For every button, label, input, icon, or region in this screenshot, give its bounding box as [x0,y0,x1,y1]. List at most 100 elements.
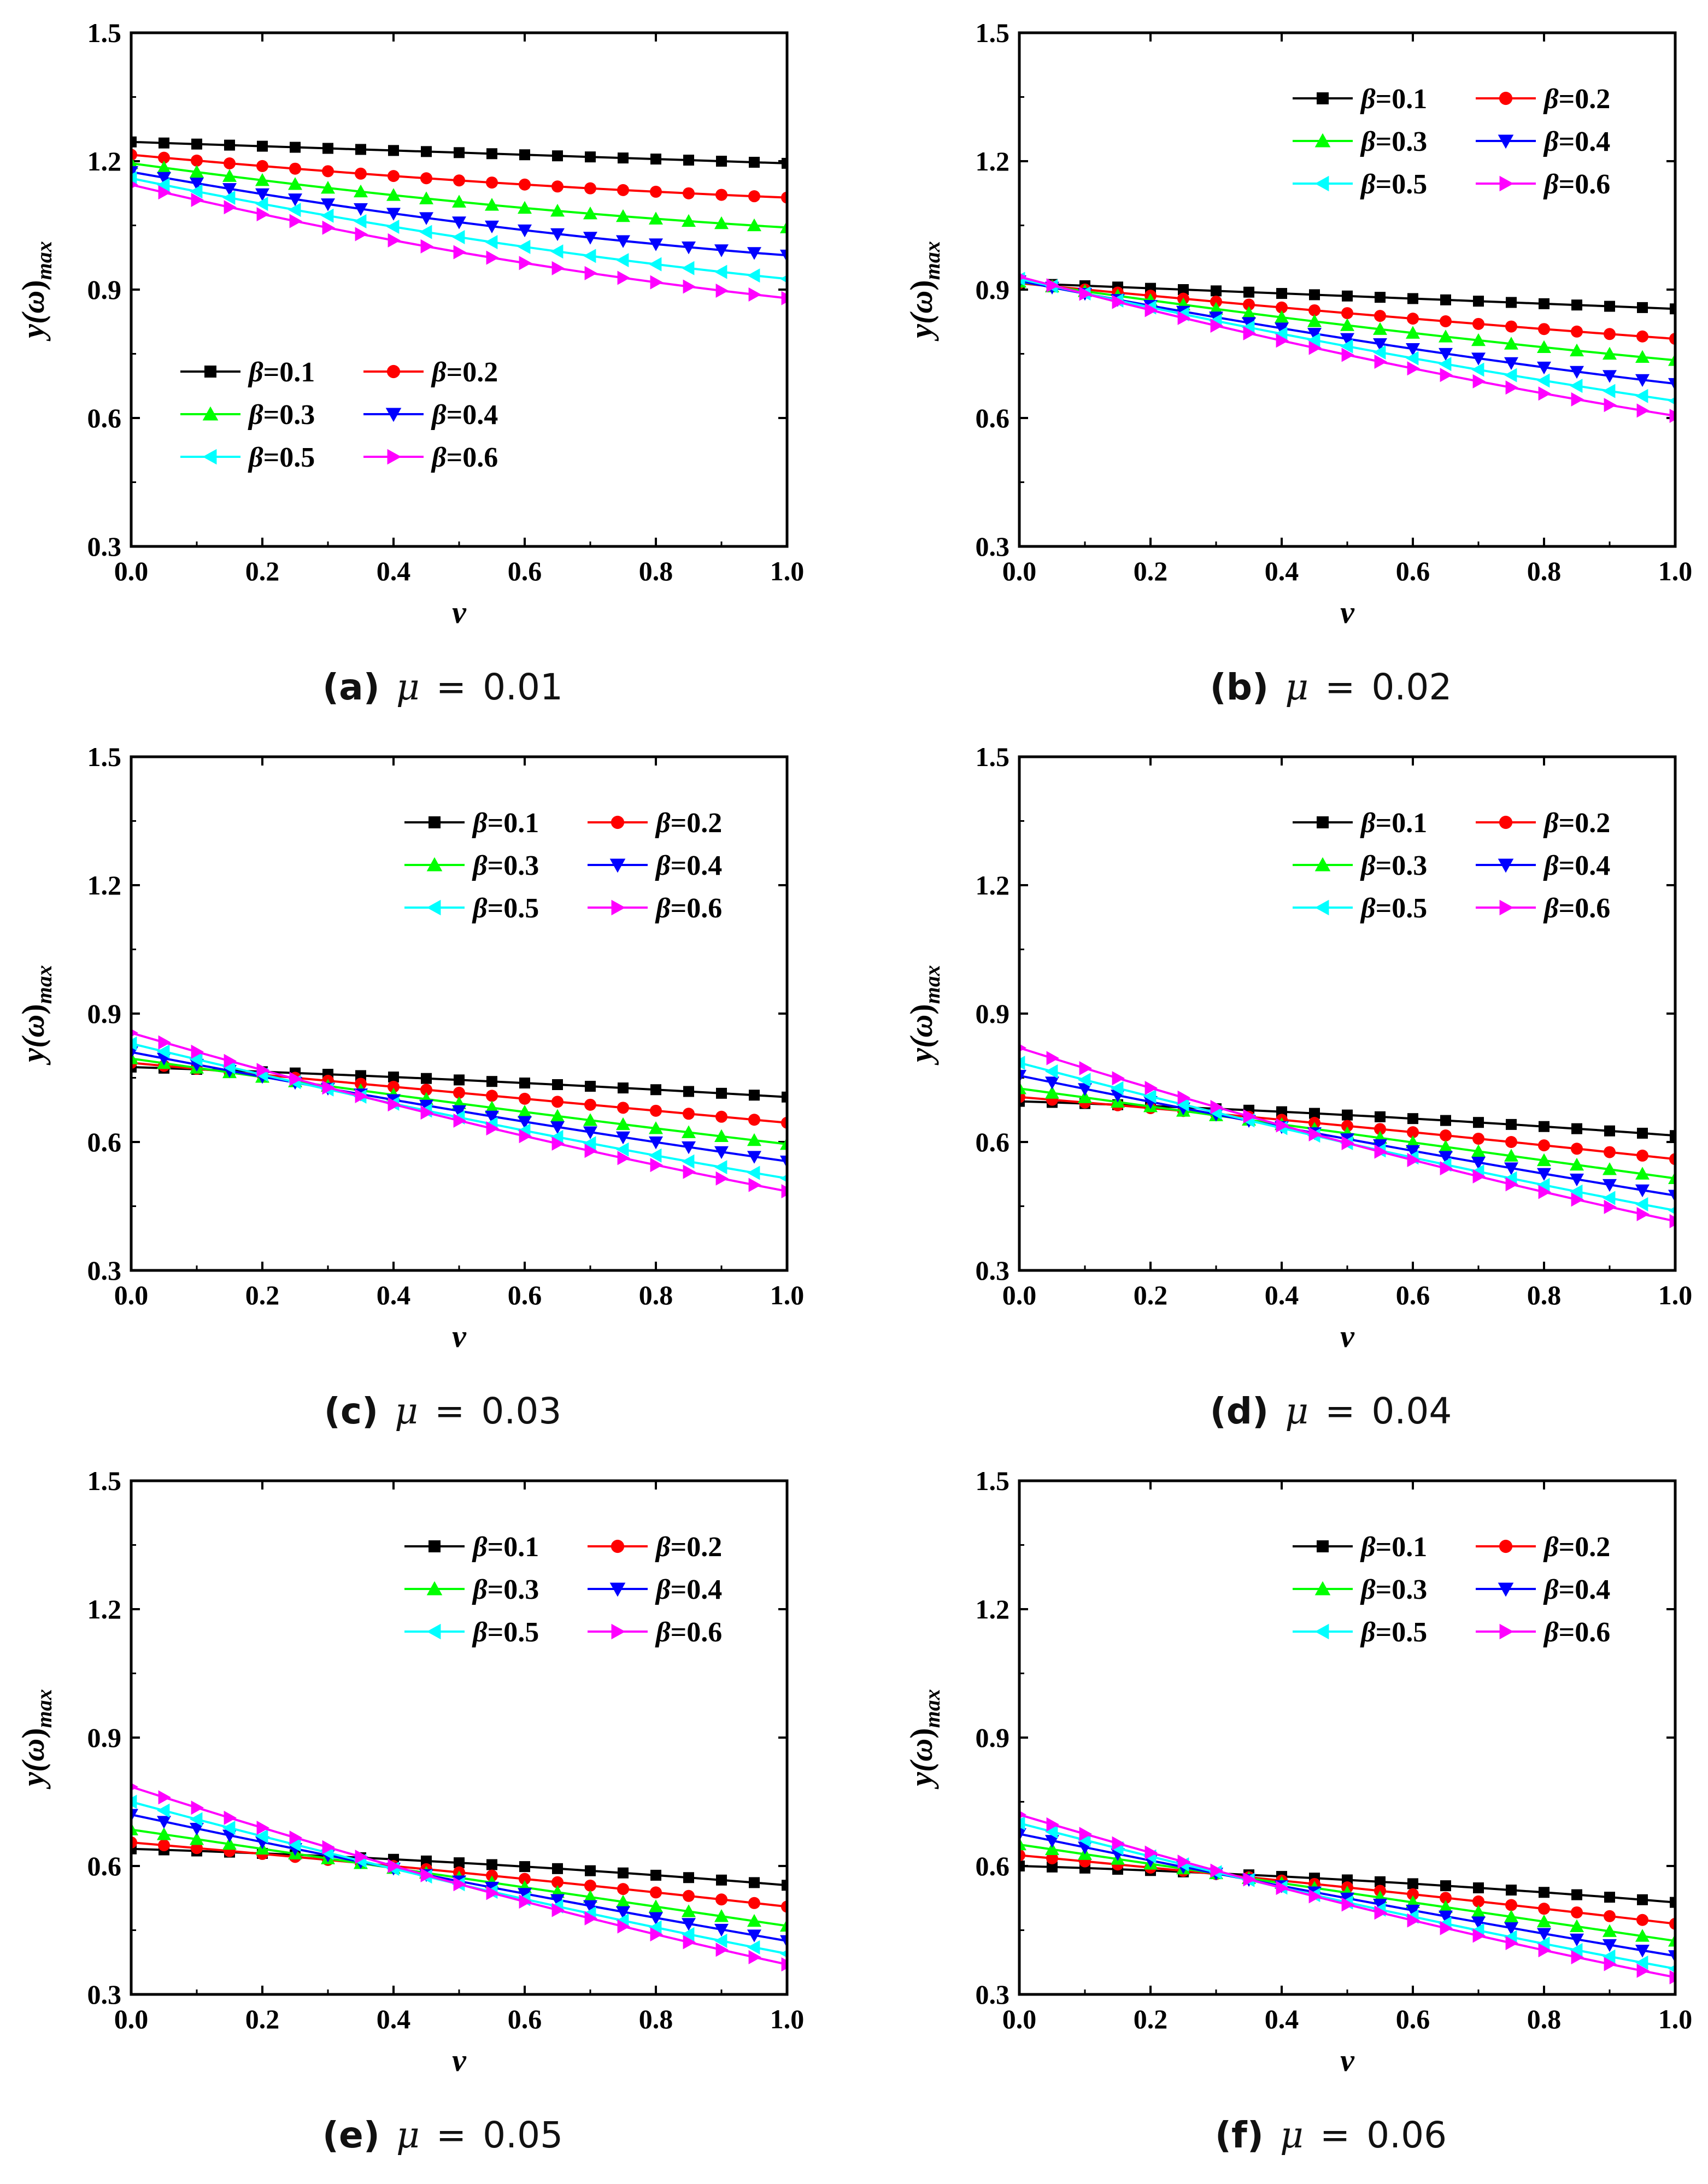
data-point [683,1889,695,1902]
data-point [1668,1206,1675,1215]
data-point [1636,1963,1650,1978]
data-point [1570,379,1583,393]
data-point [131,180,138,189]
data-point [1045,1064,1058,1079]
data-point [583,207,597,220]
legend-symbol: β [472,893,488,924]
legend-marker [1499,1539,1513,1553]
data-point [1440,1161,1453,1176]
data-point [1604,328,1616,340]
legend-label: β=0.4 [1543,1574,1610,1605]
data-point [682,242,696,255]
legend-symbol: β [431,399,447,431]
legend-symbol: β [472,850,488,881]
y-tick-label: 1.2 [87,870,122,900]
legend-value: =0.2 [1559,84,1611,115]
data-point [1571,1123,1582,1134]
data-point [1374,310,1386,322]
caption-letter: (f) [1215,2114,1264,2156]
y-axis-label: y(ω)max [15,241,56,341]
legend-marker [1317,92,1329,104]
data-point [190,1052,203,1067]
data-point [518,201,532,214]
data-point [1176,1097,1189,1112]
data-point [322,220,335,235]
data-point [1144,1845,1158,1860]
data-point [1538,1903,1550,1915]
data-point [714,1129,729,1143]
data-point [355,144,366,155]
data-point [1538,386,1551,401]
data-point [519,1129,532,1144]
data-point [1112,1071,1125,1086]
data-point [224,1053,237,1068]
legend-item: β=0.6 [1476,893,1610,924]
data-point [747,247,761,260]
data-point [452,216,466,229]
y-tick-label: 0.3 [976,1255,1010,1286]
x-tick-label: 0.0 [114,556,149,586]
caption-letter: (d) [1210,1390,1269,1432]
panel-caption: (b) μ = 0.02 [1210,666,1452,708]
data-point [749,1090,760,1101]
data-point [617,184,629,196]
data-point [618,1867,629,1879]
series-group [131,1029,787,1199]
data-point [1276,1118,1289,1133]
legend-value: =0.4 [671,1574,723,1605]
data-point [1604,1892,1615,1903]
data-point [131,1794,137,1809]
data-point [1078,1090,1092,1103]
caption-value: 0.06 [1366,2114,1447,2156]
data-point [321,198,335,211]
data-point [222,169,237,182]
legend-symbol: β [655,893,671,924]
data-point [715,1110,727,1123]
data-point [519,1873,531,1885]
legend-value: =0.6 [1559,169,1611,200]
data-point [453,1086,465,1099]
data-point [551,1096,564,1108]
y-tick-label: 0.6 [87,1851,122,1881]
data-point [519,1092,531,1105]
data-point [321,181,335,194]
data-point [1472,374,1486,388]
data-point [682,1904,696,1917]
data-point [585,151,596,163]
x-tick-label: 0.8 [1527,1280,1562,1310]
legend-symbol: β [1543,126,1559,157]
legend-value: =0.3 [1376,126,1428,157]
data-point [1505,1936,1518,1950]
y-label-sub: max [32,965,56,1004]
panel-caption: (a) μ = 0.01 [322,666,563,708]
y-tick-label: 0.9 [976,274,1010,305]
data-point [355,1070,366,1081]
data-point [131,1809,138,1822]
data-point [355,167,367,180]
data-point [1406,1904,1420,1918]
data-point [1439,348,1453,361]
x-tick-label: 0.4 [1265,556,1299,586]
caption-value: 0.05 [483,2114,563,2156]
data-point [616,209,630,222]
data-point [519,149,530,161]
data-point [158,1035,171,1050]
y-label-close: ) [15,280,51,290]
data-point [1439,357,1452,372]
legend-item: β=0.1 [1293,1532,1427,1563]
legend-item: β=0.2 [1476,84,1610,115]
data-point [1341,1135,1354,1150]
y-axis-label: y(ω)max [903,1689,944,1789]
data-point [1407,1153,1420,1168]
data-point [583,1126,597,1139]
data-point [1670,1130,1675,1141]
data-point [1373,345,1386,360]
data-point [1472,1895,1484,1908]
data-point [1471,1905,1486,1918]
legend-marker [1498,1582,1514,1597]
data-point [1539,1121,1549,1132]
y-label-omega: ω [15,1739,51,1762]
plot-frame [130,755,789,1272]
data-point [747,1133,761,1146]
data-point [781,1900,787,1913]
